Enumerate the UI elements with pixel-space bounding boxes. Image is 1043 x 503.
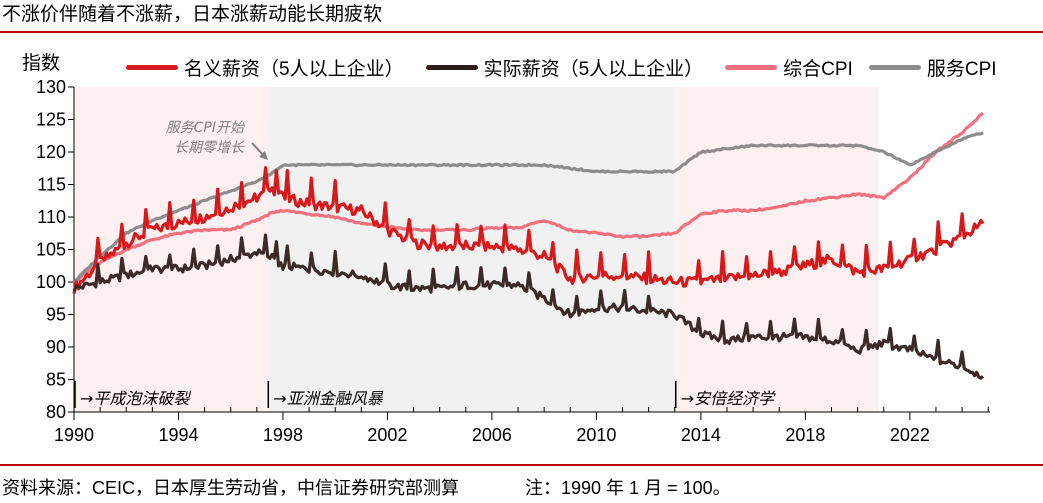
x-tick-label: 2022 [890,425,930,445]
period-label: →亚洲金融风暴 [273,389,383,408]
legend-item-nominal-wage: 名义薪资（5人以上企业） [126,54,404,81]
x-tick-label: 2002 [367,425,407,445]
x-tick-label: 2006 [472,425,512,445]
period-label: →安倍经济学 [681,389,776,408]
y-tick-label: 95 [46,305,66,325]
title-divider [0,31,1043,33]
legend-item-service-cpi: 服务CPI [868,54,997,81]
legend-swatch [725,65,778,70]
y-tick-label: 85 [46,370,66,390]
annotation-text: 长期零增长 [174,140,245,156]
legend-swatch [868,65,921,70]
y-tick-label: 125 [36,110,66,130]
footer: 资料来源：CEIC，日本厚生劳动省，中信证券研究部测算 注：1990 年 1 月 … [2,474,731,500]
period-label: →平成泡沫破裂 [80,389,191,408]
y-tick-label: 105 [36,240,66,260]
x-tick-label: 2018 [785,425,825,445]
x-tick-label: 1994 [158,425,198,445]
legend-label: 实际薪资（5人以上企业） [483,59,704,80]
series-line [73,111,985,285]
y-tick-label: 110 [37,207,66,227]
x-tick-label: 1990 [54,425,94,445]
x-tick-label: 1998 [263,425,303,445]
arrow-head-icon [259,151,268,160]
legend-item-real-wage: 实际薪资（5人以上企业） [425,54,704,81]
shaded-period [674,87,879,412]
legend-label: 名义薪资（5人以上企业） [184,59,404,80]
legend: 名义薪资（5人以上企业） 实际薪资（5人以上企业） 综合CPI 服务CPI [126,54,1013,81]
legend-swatch [126,65,178,70]
series-line [72,131,984,284]
footer-divider [0,464,1043,466]
series-line [72,166,985,294]
legend-label: 综合CPI [783,59,853,80]
legend-item-cpi: 综合CPI [725,54,853,81]
legend-swatch [425,65,478,70]
y-tick-label: 90 [46,337,66,357]
y-tick-label: 120 [36,142,66,162]
legend-label: 服务CPI [926,59,997,80]
series-line [72,233,985,380]
line-chart: →平成泡沫破裂 →亚洲金融风暴 →安倍经济学 80 85 90 95 100 105 110 115… [36,77,990,445]
note-text: 注：1990 年 1 月 = 100。 [525,478,731,498]
source-text: 资料来源：CEIC，日本厚生劳动省，中信证券研究部测算 [2,478,460,498]
y-axis-label: 指数 [22,53,61,74]
y-tick-label: 130 [36,77,66,97]
x-tick-label: 2014 [681,425,721,445]
chart-title: 不涨价伴随着不涨薪，日本涨薪动能长期疲软 [2,4,383,25]
x-tick-label: 2010 [576,425,616,445]
annotation-text: 服务CPI开始 [166,120,246,136]
y-tick-label: 115 [37,175,66,195]
y-tick-label: 100 [36,272,66,292]
y-tick-label: 80 [46,402,66,422]
